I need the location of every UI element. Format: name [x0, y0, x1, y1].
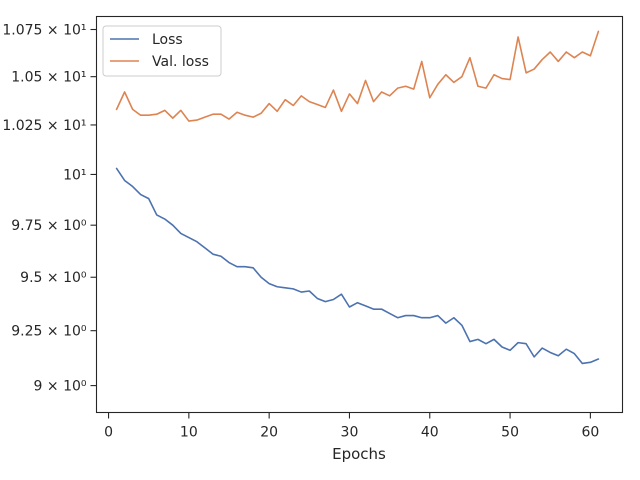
x-tick-label: 0 [104, 425, 113, 441]
x-axis-label: Epochs [332, 445, 386, 463]
x-tick-label: 30 [341, 425, 359, 441]
y-tick-label: 1.05 × 10¹ [11, 70, 86, 86]
legend: Loss Val. loss [102, 25, 222, 77]
y-tick-label: 9.75 × 10⁰ [11, 218, 87, 234]
y-tick-label: 1.025 × 10¹ [2, 118, 86, 134]
series-line-val-loss [115, 30, 600, 122]
y-tick-label: 9.5 × 10⁰ [20, 270, 87, 286]
x-tick-label: 10 [180, 425, 198, 441]
x-tick-label: 20 [260, 425, 278, 441]
x-tick-label: 40 [421, 425, 439, 441]
y-tick-label: 9 × 10⁰ [34, 379, 87, 395]
x-tick-label: 60 [581, 425, 599, 441]
y-tick-label: 10¹ [63, 167, 86, 183]
x-tick-label: 50 [501, 425, 519, 441]
legend-label-val-loss: Val. loss [152, 54, 209, 70]
ticks-layer: 0 10 20 30 40 50 60 9 × 10⁰ 9.25 × 10⁰ 9.5 × 10⁰ 9… [2, 23, 599, 441]
y-tick-label: 9.25 × 10⁰ [11, 324, 87, 340]
legend-label-loss: Loss [152, 32, 183, 48]
lines-layer [115, 30, 600, 365]
plot-frame [95, 15, 624, 414]
series-line-loss [115, 167, 600, 365]
y-tick-label: 1.075 × 10¹ [2, 23, 86, 39]
